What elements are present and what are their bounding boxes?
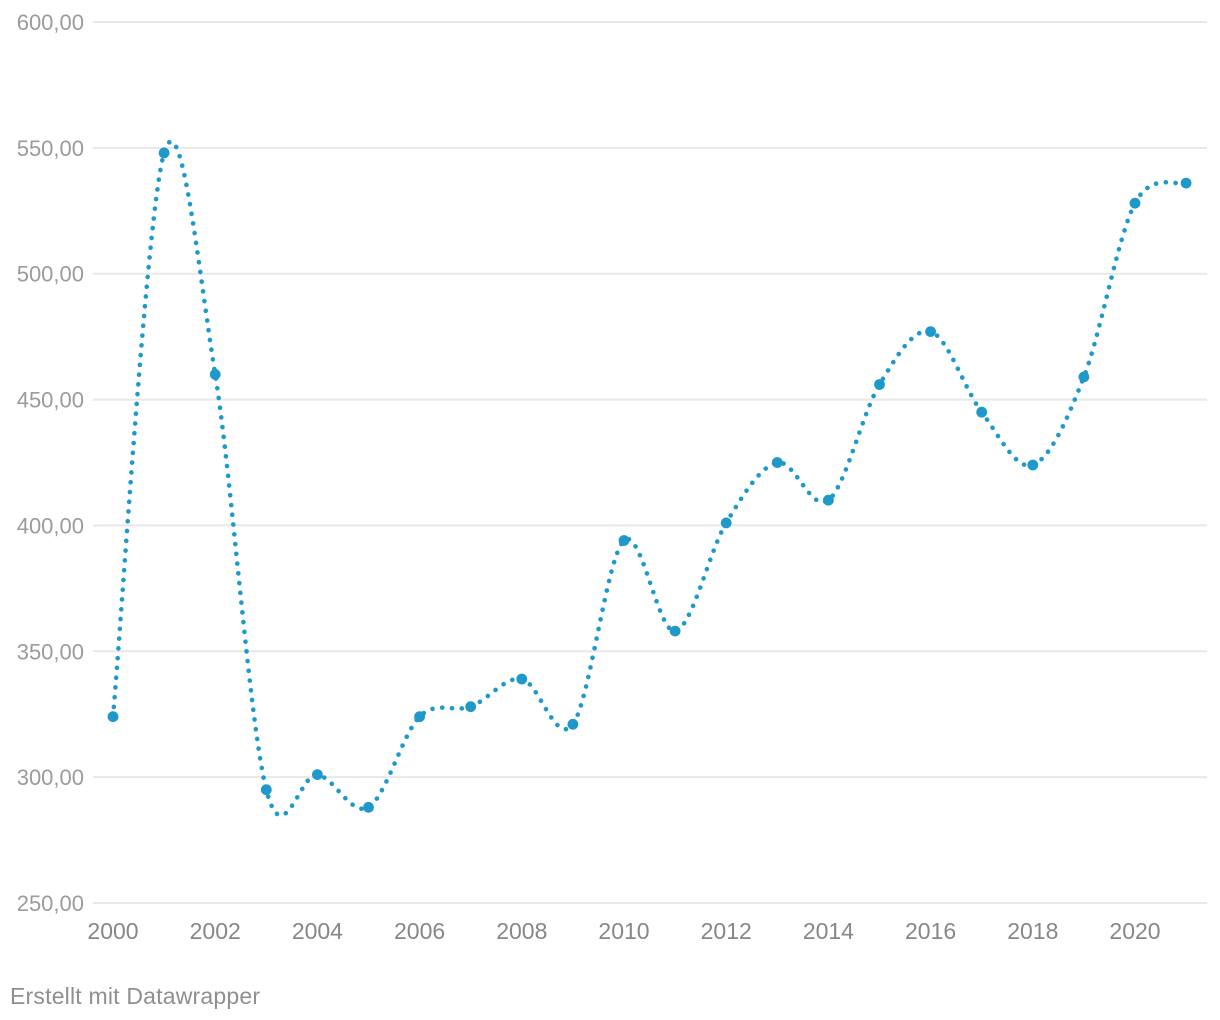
data-point-marker [107,711,119,723]
x-axis-tick-label: 2004 [292,918,343,944]
data-point-marker [618,535,630,546]
x-axis-tick-label: 2012 [701,918,752,944]
data-point-marker [363,801,374,813]
data-point-marker [925,326,936,337]
data-point-marker [874,379,885,390]
x-axis-tick-label: 2014 [803,918,854,944]
data-point-marker [158,147,170,159]
y-axis-tick-label: 600,00 [17,10,84,35]
data-point-marker [465,701,477,713]
data-point-marker [1078,371,1090,383]
y-axis-tick-label: 450,00 [17,388,84,413]
data-point-marker [669,625,681,637]
x-axis-tick-label: 2000 [87,918,138,944]
x-axis-tick-label: 2010 [598,918,649,944]
y-axis-tick-label: 300,00 [17,765,84,790]
data-point-marker [1027,459,1039,471]
data-point-marker [1129,197,1141,209]
y-axis-tick-label: 350,00 [17,639,84,664]
x-axis-tick-label: 2020 [1109,918,1160,944]
x-axis-tick-label: 2018 [1007,918,1058,944]
data-point-marker [414,711,425,723]
data-point-marker [516,673,528,685]
x-axis-tick-label: 2006 [394,918,445,944]
attribution-link[interactable]: Erstellt mit Datawrapper [10,983,261,1009]
x-axis-tick-label: 2016 [905,918,956,944]
x-axis-tick-label: 2008 [496,918,547,944]
data-point-marker [720,517,732,529]
data-point-marker [771,457,783,468]
y-axis-tick-label: 500,00 [17,262,84,287]
data-point-marker [823,494,834,506]
y-axis-tick-label: 400,00 [17,513,84,538]
y-axis-tick-label: 250,00 [17,891,84,916]
data-point-marker [312,769,323,780]
y-axis-tick-label: 550,00 [17,136,84,161]
x-axis-tick-label: 2002 [190,918,241,944]
data-point-marker [260,784,272,796]
data-line [110,139,1189,818]
data-point-marker [976,406,988,418]
data-point-marker [1180,177,1192,189]
data-point-marker [567,718,579,730]
data-point-marker [209,369,221,380]
